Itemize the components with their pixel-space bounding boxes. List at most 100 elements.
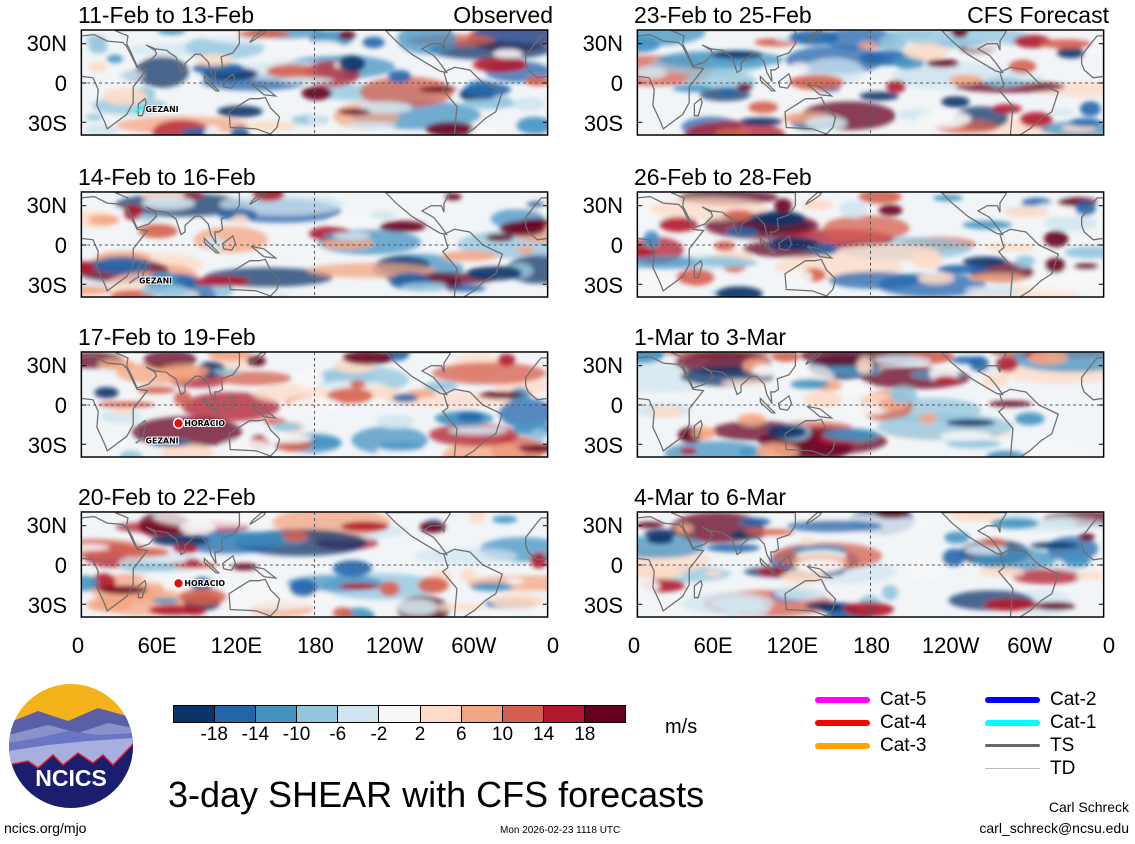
shear-anomaly-blob <box>738 448 756 456</box>
shear-anomaly-blob <box>119 547 170 557</box>
shear-anomaly-blob <box>1062 553 1091 568</box>
shear-anomaly-blob <box>723 209 754 220</box>
shear-anomaly-blob <box>106 54 123 64</box>
shear-anomaly-blob <box>234 517 269 524</box>
shear-anomaly-blob <box>774 198 792 214</box>
shear-anomaly-blob <box>217 105 263 118</box>
shear-anomaly-blob <box>918 413 938 424</box>
shear-anomaly-blob <box>143 571 164 579</box>
storm-track[interactable]: HORACIO <box>172 577 226 589</box>
latitude-label: 30S <box>583 593 623 618</box>
shear-anomaly-blob <box>1030 542 1079 549</box>
storm-track[interactable]: GEZANI <box>135 435 180 446</box>
shear-anomaly-blob <box>492 515 518 524</box>
colorbar-tick-label: 2 <box>414 724 426 745</box>
shear-anomaly-blob <box>955 80 1065 93</box>
shear-anomaly-blob <box>737 413 766 426</box>
panel-date-range: 4-Mar to 6-Mar <box>634 484 787 510</box>
shear-anomaly-blob <box>100 408 143 424</box>
shear-anomaly-blob <box>81 575 99 591</box>
shear-anomaly-blob <box>391 393 419 403</box>
shear-anomaly-blob <box>898 67 953 86</box>
latitude-label: 30S <box>583 111 623 136</box>
shear-anomaly-blob <box>448 285 487 292</box>
shear-anomaly-blob <box>637 66 667 79</box>
shear-anomaly-blob <box>715 286 763 298</box>
shear-anomaly-blob <box>401 282 449 292</box>
coastlines <box>637 30 1104 136</box>
legend-label: Cat-2 <box>1050 688 1097 710</box>
shear-anomaly-blob <box>321 237 374 250</box>
shear-anomaly-blob <box>272 292 290 298</box>
shear-anomaly-blob <box>1003 207 1049 218</box>
shear-anomaly-blob <box>530 428 547 442</box>
shear-anomaly-blob <box>193 276 250 287</box>
longitude-label: 60W <box>451 633 497 658</box>
shear-anomaly-blob <box>419 86 457 93</box>
shear-anomaly-blob <box>795 558 845 573</box>
site-link[interactable]: ncics.org/mjo <box>4 820 87 836</box>
shear-anomaly-blob <box>456 411 484 423</box>
shear-anomaly-blob <box>93 256 152 274</box>
shear-anomaly-blob <box>986 450 1026 458</box>
shear-map: HORACIO GEZANI <box>80 351 549 458</box>
shear-anomaly-blob <box>231 214 249 225</box>
shear-anomaly-blob <box>705 570 723 577</box>
storm-track[interactable]: HORACIO <box>172 417 226 429</box>
storm-track[interactable]: GEZANI <box>128 275 173 286</box>
legend-item: TS <box>985 734 1096 757</box>
shear-anomaly-blob <box>639 271 660 282</box>
shear-anomaly-blob <box>910 250 943 269</box>
latitude-label: 30S <box>27 273 67 298</box>
latitude-label: 0 <box>610 393 623 418</box>
shear-anomaly-blob <box>787 520 883 533</box>
shear-anomaly-blob <box>1069 118 1102 127</box>
storm-legend-right: Cat-2 Cat-1 TS TD <box>985 688 1096 780</box>
colorbar-tick-label: -6 <box>329 724 347 745</box>
shear-anomaly-blob <box>184 558 201 567</box>
shear-anomaly-blob <box>149 604 198 616</box>
shear-anomaly-blob <box>440 250 498 262</box>
shear-anomaly-blob <box>743 529 795 536</box>
longitude-label: 0 <box>1102 633 1116 658</box>
shear-anomaly-blob <box>81 286 112 295</box>
coastlines <box>637 352 1104 458</box>
shear-anomaly-blob <box>859 91 899 101</box>
longitude-label: 60W <box>1007 633 1053 658</box>
legend-item: Cat-2 <box>985 688 1096 711</box>
shear-anomaly-blob <box>637 563 685 581</box>
shear-anomaly-blob <box>879 34 907 52</box>
latitude-label: 30N <box>582 31 623 56</box>
shear-anomaly-blob <box>711 50 763 59</box>
shear-anomaly-blob <box>802 391 843 408</box>
shear-anomaly-blob <box>637 351 667 357</box>
shear-anomaly-blob <box>497 353 516 366</box>
shear-anomaly-blob <box>905 563 943 580</box>
shear-anomaly-blob <box>736 83 753 91</box>
svg-text:NCICS: NCICS <box>35 765 107 791</box>
shear-anomaly-blob <box>340 521 389 532</box>
shear-anomaly-blob <box>886 80 906 94</box>
colorbar-swatch <box>338 706 380 722</box>
shear-anomaly-blob <box>194 53 233 66</box>
colorbar-tick-label: 6 <box>455 724 467 745</box>
colorbar-tick-label: -14 <box>241 724 270 745</box>
shear-anomaly-blob <box>962 256 1008 267</box>
colorbar-swatch <box>297 706 339 722</box>
storm-track[interactable]: GEZANI <box>135 104 180 115</box>
shear-anomaly-blob <box>646 535 674 545</box>
author-email[interactable]: carl_schreck@ncsu.edu <box>979 820 1129 836</box>
shear-anomaly-blob <box>933 375 959 385</box>
shear-anomaly-blob <box>739 117 783 126</box>
shear-anomaly-blob <box>387 70 412 83</box>
shear-anomaly-blob <box>999 511 1039 517</box>
shear-anomaly-blob <box>988 400 1033 407</box>
shear-anomaly-blob <box>637 521 665 529</box>
storm-name: HORACIO <box>184 419 225 428</box>
shear-anomaly-blob <box>965 286 1021 296</box>
longitude-label: 120E <box>210 633 263 658</box>
shear-anomaly-blob <box>266 64 319 79</box>
shear-anomaly-blob <box>151 597 180 604</box>
latitude-label: 30N <box>26 353 67 378</box>
shear-anomaly-blob <box>936 39 986 47</box>
